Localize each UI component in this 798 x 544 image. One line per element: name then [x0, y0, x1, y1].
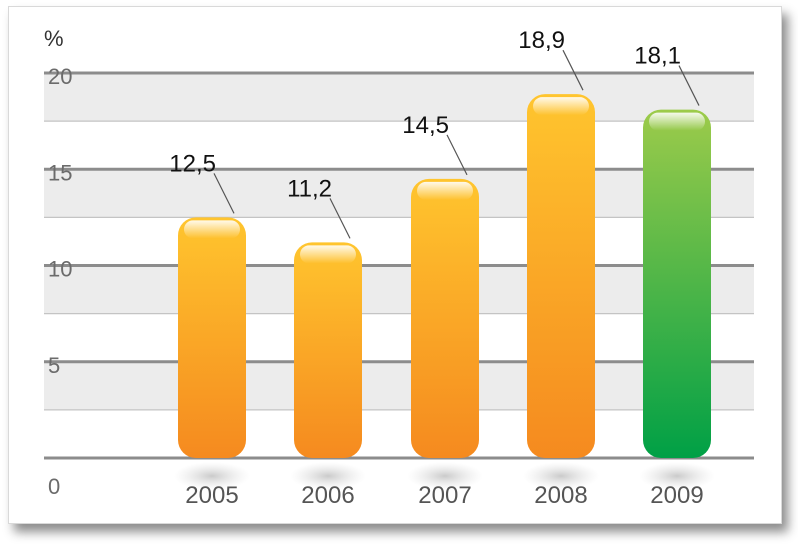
y-tick-label: 20	[48, 64, 72, 89]
y-tick-label: 5	[48, 353, 60, 378]
leader-lines	[213, 49, 700, 239]
y-tick-label: 15	[48, 160, 72, 185]
y-tick-label: 0	[48, 474, 60, 499]
bar-highlight	[300, 245, 356, 264]
bar	[643, 109, 711, 458]
bar-shadow	[290, 462, 366, 490]
data-label: 18,9	[518, 27, 565, 54]
bar-highlight	[649, 112, 705, 131]
y-tick-label: 10	[48, 257, 72, 282]
gridlines	[44, 71, 754, 460]
data-labels: 12,5 11,2 14,5 18,9 18,1	[169, 27, 681, 202]
leader-line	[446, 134, 468, 176]
bar-shadow	[639, 462, 715, 490]
bar-highlight	[533, 97, 589, 116]
data-label: 12,5	[169, 150, 216, 177]
data-label: 11,2	[287, 175, 332, 202]
x-tick-label: 2006	[301, 482, 354, 509]
bar-shadow	[174, 462, 250, 490]
data-label: 14,5	[402, 112, 449, 139]
x-tick-label: 2009	[650, 482, 703, 509]
grid-band	[44, 73, 754, 122]
bars	[178, 94, 711, 459]
bar	[527, 94, 595, 459]
grid-band	[44, 361, 754, 410]
bar-highlight	[184, 220, 240, 239]
x-tick-label: 2007	[418, 482, 471, 509]
bar-shadow	[407, 462, 483, 490]
bar-highlight	[417, 181, 473, 200]
bar-shadow	[523, 462, 599, 490]
leader-line	[678, 65, 700, 106]
bar-shadows	[174, 462, 715, 490]
bar	[294, 242, 362, 458]
y-unit-label: %	[44, 26, 64, 51]
bar	[411, 178, 479, 458]
leader-line	[562, 49, 584, 91]
leader-line	[213, 173, 235, 214]
leader-line	[329, 198, 351, 239]
grid-band	[44, 265, 754, 314]
x-tick-label: 2008	[534, 482, 587, 509]
grid-bands	[44, 73, 754, 410]
bar	[178, 217, 246, 458]
grid-band	[44, 169, 754, 218]
data-label: 18,1	[634, 43, 681, 70]
x-axis-labels: 2005 2006 2007 2008 2009	[185, 482, 703, 509]
x-tick-label: 2005	[185, 482, 238, 509]
y-axis-ticks: 0 5 10 15 20	[48, 64, 72, 499]
